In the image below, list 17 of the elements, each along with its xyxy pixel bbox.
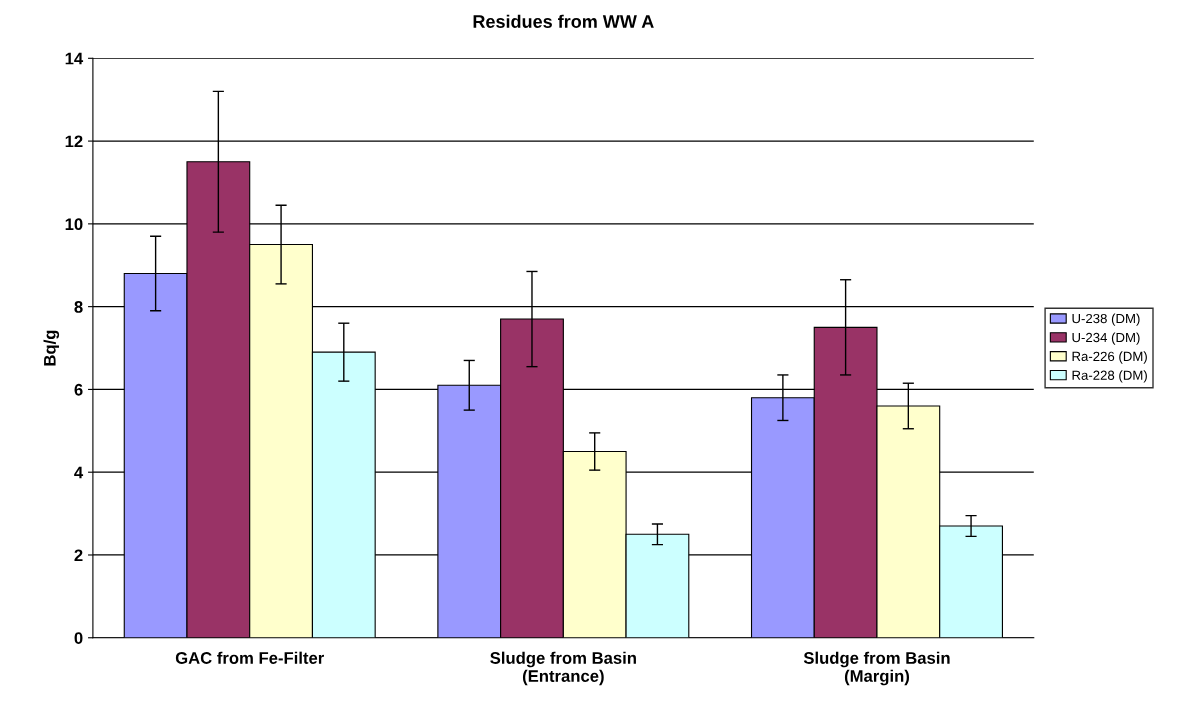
y-tick-label: 2	[74, 549, 83, 562]
x-tick-label: Sludge from Basin (Margin)	[803, 651, 950, 686]
legend-label: Ra-226 (DM)	[1072, 351, 1147, 364]
y-tick-label: 10	[65, 218, 83, 231]
y-tick-label: 0	[74, 632, 83, 644]
legend-label: Ra-228 (DM)	[1072, 370, 1147, 383]
chart-title: Residues from WW A	[473, 14, 654, 28]
y-tick-label: 4	[74, 466, 84, 479]
y-tick-label: 6	[74, 383, 83, 396]
y-axis-title: Bq/g	[43, 330, 60, 366]
y-tick-label: 14	[65, 52, 84, 65]
y-tick-label: 8	[74, 301, 83, 313]
y-tick-label: 12	[65, 135, 83, 148]
x-tick-label: Sludge from Basin (Entrance)	[490, 651, 636, 686]
x-tick-label: GAC from Fe-Filter	[175, 651, 324, 664]
legend-label: U-238 (DM)	[1072, 313, 1140, 326]
legend-label: U-234 (DM)	[1072, 332, 1140, 345]
